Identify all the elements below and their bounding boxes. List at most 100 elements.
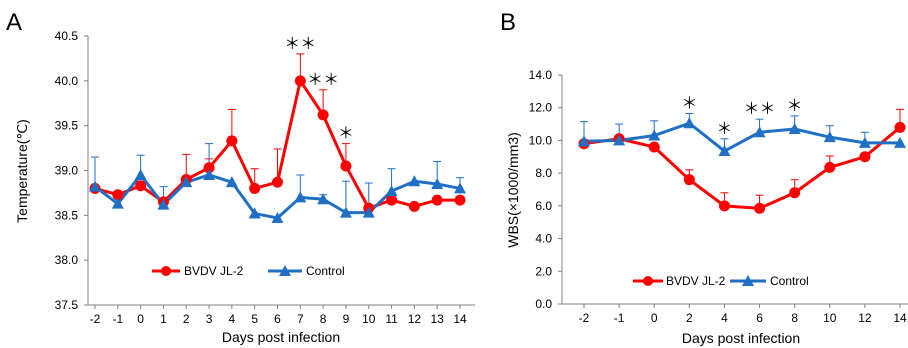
data-point-bvdv-a: [340, 160, 352, 172]
data-point-control-b: [578, 135, 590, 147]
y-tick-label-a: 40.0: [55, 74, 79, 88]
x-tick-label-a: -1: [112, 312, 123, 326]
x-tick-label-a: 6: [274, 312, 281, 326]
series-markers-b: [578, 117, 906, 214]
y-tick-label-a: 39.5: [55, 119, 79, 133]
significance-mark-b: ＊＊: [744, 101, 776, 118]
data-point-bvdv-a: [408, 200, 420, 212]
data-point-control-a: [294, 191, 307, 203]
y-tick-label-b: 0.0: [535, 297, 552, 311]
significance-mark-b: ＊: [787, 98, 803, 115]
data-point-bvdv-b: [894, 121, 906, 133]
series-line-control-b: [583, 121, 900, 153]
data-point-control-b: [613, 134, 626, 146]
y-axis-label-b: WBS(×1000/mm3): [505, 132, 521, 248]
data-point-bvdv-b: [754, 202, 766, 214]
x-tick-label-a: 13: [431, 312, 445, 326]
data-point-control-a: [111, 197, 124, 209]
legend-marker-bvdv-b: [643, 276, 653, 286]
x-tick-label-b: 10: [823, 311, 837, 325]
y-tick-label-b: 8.0: [535, 166, 552, 180]
significance-marks-b: ＊＊＊＊＊: [681, 95, 802, 137]
legend-label-bvdv-a: BVDV JL-2: [184, 264, 244, 278]
legend-marker-control-a: [279, 265, 291, 276]
x-tick-label-a: 2: [183, 312, 190, 326]
x-tick-label-a: 9: [343, 312, 350, 326]
legend-label-bvdv-b: BVDV JL-2: [666, 274, 726, 288]
data-point-control-b: [823, 131, 836, 143]
legend-marker-bvdv-a: [161, 266, 171, 276]
x-tick-label-a: 12: [408, 312, 422, 326]
data-point-bvdv-b: [859, 151, 871, 163]
x-tick-label-a: 1: [160, 312, 167, 326]
data-point-control-a: [225, 176, 238, 188]
significance-mark-b: ＊: [681, 95, 697, 112]
significance-mark-a: ＊＊: [284, 36, 316, 53]
data-point-bvdv-a: [317, 109, 329, 121]
x-axis-label-a: Days post infection: [222, 329, 340, 345]
x-ticks-b: -2 -1 0 2 4 6 8 10 12 14: [579, 304, 907, 325]
significance-mark-a: ＊＊: [307, 72, 339, 89]
y-tick-label-a: 37.5: [55, 298, 79, 312]
x-tick-label-a: 10: [362, 312, 376, 326]
data-point-control-a: [203, 168, 216, 180]
x-tick-label-b: 6: [756, 311, 763, 325]
y-tick-label-b: 12.0: [529, 101, 553, 115]
data-point-bvdv-a: [431, 194, 443, 206]
data-point-bvdv-b: [683, 174, 695, 186]
data-point-control-b: [858, 136, 871, 148]
data-point-control-a: [454, 182, 466, 194]
data-point-control-a: [385, 185, 398, 197]
data-point-bvdv-b: [648, 141, 660, 153]
y-ticks-b: 0.0 2.0 4.0 6.0 8.0 10.0 12.0 14.0: [529, 68, 562, 311]
x-tick-label-b: 0: [651, 311, 658, 325]
x-tick-label-b: 14: [893, 311, 907, 325]
x-tick-label-a: -2: [90, 312, 101, 326]
y-axis-label-a: Temperature(℃): [14, 119, 30, 223]
legend-marker-control-b: [742, 275, 754, 286]
data-point-control-a: [157, 198, 170, 210]
significance-marks-a: ＊＊＊＊＊: [284, 36, 354, 143]
y-tick-label-a: 38.5: [55, 208, 79, 222]
data-point-bvdv-a: [249, 182, 261, 194]
data-point-control-b: [648, 129, 661, 141]
data-point-control-a: [362, 206, 375, 218]
x-tick-label-a: 4: [229, 312, 236, 326]
panel-label-b: B: [500, 9, 516, 36]
data-point-control-a: [271, 212, 284, 224]
data-point-control-a: [248, 207, 261, 219]
series-line-bvdv-b: [583, 126, 901, 210]
data-point-control-a: [431, 177, 444, 189]
data-point-control-b: [683, 117, 696, 129]
x-tick-label-a: 11: [385, 312, 398, 326]
panel-b: B 0.0 2.0 4.0 6.0 8.0 10.0 12.0 14.0 -2 -1 0 2 4 6 8 1…: [500, 9, 908, 346]
y-tick-label-b: 14.0: [529, 68, 553, 82]
data-point-bvdv-a: [112, 189, 124, 201]
x-tick-label-b: -1: [614, 311, 625, 325]
data-point-control-b: [788, 122, 801, 134]
panel-a: A 37.538.038.539.039.540.040.5 -2 -1 0 1 2 3 4…: [6, 9, 475, 345]
data-point-control-a: [317, 193, 330, 205]
data-point-control-a: [339, 206, 352, 218]
x-tick-label-a: 7: [297, 312, 304, 326]
x-tick-label-a: 3: [206, 312, 213, 326]
data-point-control-a: [408, 175, 421, 187]
data-point-control-a: [89, 180, 101, 192]
significance-mark-a: ＊: [338, 126, 354, 143]
x-tick-label-a: 14: [453, 312, 467, 326]
y-tick-label-b: 4.0: [535, 232, 552, 246]
y-tick-label-a: 40.5: [55, 29, 79, 43]
y-tick-label-a: 39.0: [55, 164, 79, 178]
data-point-bvdv-b: [718, 200, 730, 212]
y-tick-label-b: 10.0: [529, 133, 553, 147]
data-point-bvdv-a: [203, 162, 215, 174]
y-tick-label-a: 38.0: [55, 253, 79, 267]
x-tick-label-b: -2: [579, 311, 590, 325]
legend-b: BVDV JL-2 Control: [633, 274, 809, 288]
data-point-control-b: [718, 145, 731, 157]
significance-mark-b: ＊: [716, 121, 732, 138]
data-point-control-a: [180, 176, 193, 188]
legend-label-control-a: Control: [306, 264, 345, 278]
series-markers-a: [89, 75, 466, 224]
